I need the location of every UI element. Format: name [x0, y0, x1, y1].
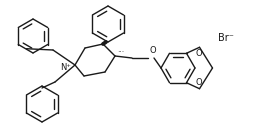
Text: O: O — [195, 78, 202, 87]
Text: O: O — [195, 49, 202, 58]
Text: N⁺: N⁺ — [60, 63, 71, 72]
Text: Br⁻: Br⁻ — [218, 33, 234, 43]
Text: O: O — [149, 46, 156, 55]
Text: ···: ··· — [117, 48, 124, 57]
